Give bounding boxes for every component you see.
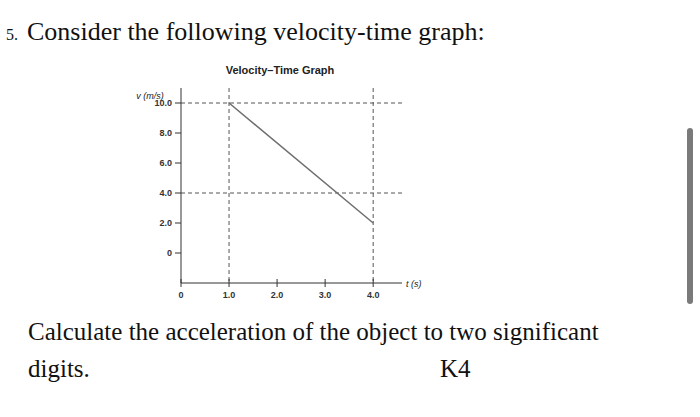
x-tick-label: 1.0 bbox=[223, 290, 236, 300]
x-tick-label: 3.0 bbox=[319, 290, 332, 300]
velocity-line bbox=[229, 103, 373, 223]
y-tick-label: 0 bbox=[167, 248, 172, 258]
question-line: Calculate the acceleration of the object… bbox=[28, 318, 599, 345]
y-tick bbox=[175, 193, 181, 194]
y-tick-label: 4.0 bbox=[159, 188, 172, 198]
x-tick-label: 4.0 bbox=[367, 290, 380, 300]
page: 5. Consider the following velocity-time g… bbox=[0, 0, 700, 417]
reference-vline bbox=[373, 88, 374, 283]
y-tick bbox=[175, 133, 181, 134]
y-tick-label: 10.0 bbox=[154, 98, 172, 108]
x-tick bbox=[277, 279, 278, 287]
x-tick bbox=[325, 279, 326, 287]
x-tick-label: 0 bbox=[178, 290, 183, 300]
question-line: digits. bbox=[28, 355, 90, 382]
question-prompt: Consider the following velocity-time gra… bbox=[27, 17, 485, 46]
y-tick bbox=[175, 103, 181, 104]
x-tick bbox=[181, 279, 182, 287]
x-axis bbox=[181, 283, 402, 284]
y-tick-label: 8.0 bbox=[159, 128, 172, 138]
scrollbar bbox=[687, 128, 693, 304]
x-axis-label: t (s) bbox=[406, 279, 422, 289]
question-code: K4 bbox=[440, 355, 471, 382]
reference-hline bbox=[181, 103, 402, 104]
question-number: 5. bbox=[6, 26, 18, 43]
x-tick bbox=[229, 279, 230, 287]
y-tick bbox=[175, 253, 181, 254]
y-axis bbox=[181, 88, 182, 283]
chart-title: Velocity–Time Graph bbox=[226, 64, 335, 76]
y-tick-label: 6.0 bbox=[159, 158, 172, 168]
plot-area bbox=[229, 103, 373, 223]
chart: Velocity–Time Graphv (m/s)t (s)02.04.06.… bbox=[136, 64, 421, 300]
y-tick-label: 2.0 bbox=[159, 218, 172, 228]
reference-hline bbox=[181, 193, 402, 194]
x-tick bbox=[373, 279, 374, 287]
x-tick-label: 2.0 bbox=[271, 290, 284, 300]
reference-vline bbox=[229, 88, 230, 283]
y-tick bbox=[175, 163, 181, 164]
y-tick bbox=[175, 223, 181, 224]
